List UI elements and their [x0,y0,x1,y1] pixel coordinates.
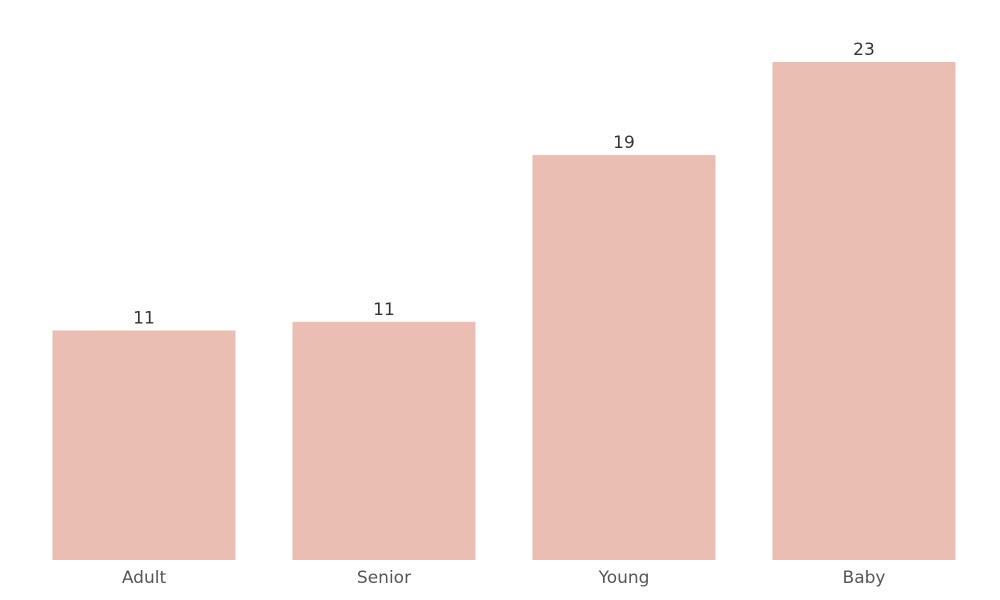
data-label-baby: 23 [853,40,875,60]
bar-baby[interactable] [772,62,956,560]
bar-young[interactable] [532,155,716,560]
bar-senior[interactable] [292,321,476,560]
x-tick-label-adult: Adult [122,568,167,588]
x-tick-label-senior: Senior [357,568,411,588]
data-label-young: 19 [613,133,635,153]
bar-group-adult: 11 Adult [52,309,236,588]
bar-group-young: 19 Young [532,133,716,588]
bar-group-senior: 11 Senior [292,300,476,588]
data-label-senior: 11 [373,300,395,320]
bar-adult[interactable] [52,330,236,561]
x-tick-label-young: Young [598,568,650,588]
x-tick-label-baby: Baby [843,568,886,588]
bar-group-baby: 23 Baby [772,40,956,588]
data-label-adult: 11 [133,309,155,329]
